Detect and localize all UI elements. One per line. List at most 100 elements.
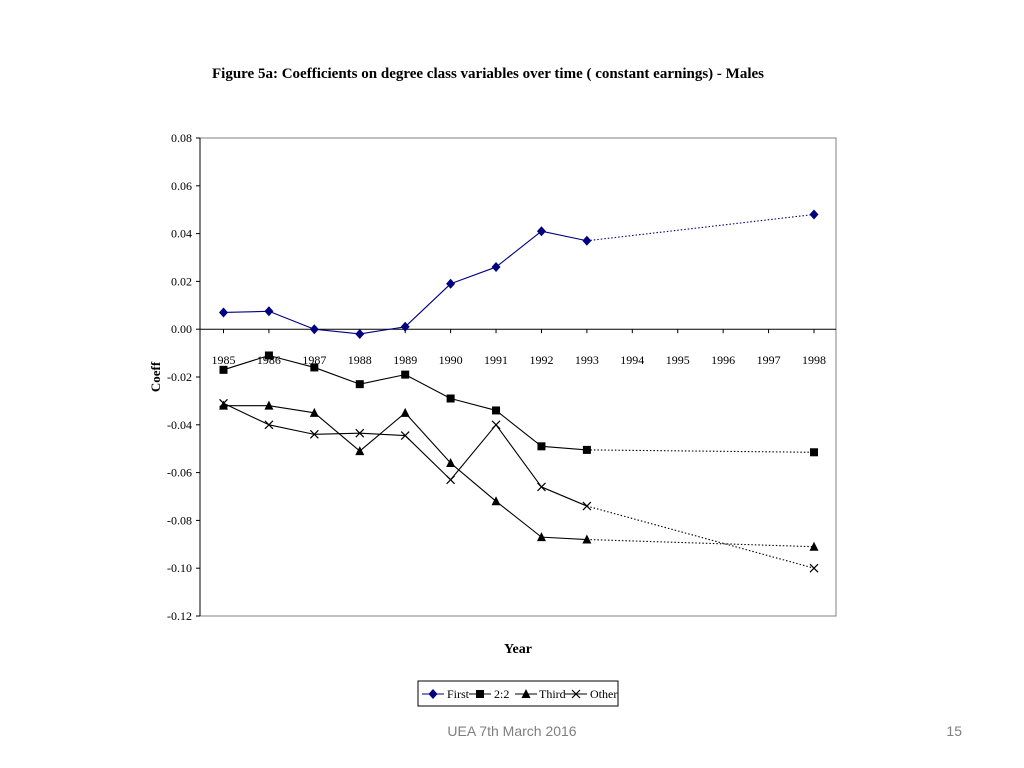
data-point-first [491, 262, 501, 273]
series-line-first [314, 328, 360, 335]
x-tick-label: 1996 [711, 353, 735, 367]
data-point-2-2 [310, 363, 319, 372]
data-point-2-2 [492, 406, 501, 415]
series-line-2-2 [404, 374, 451, 399]
slide-footer: UEA 7th March 2016 [447, 723, 577, 739]
series-line-2-2 [314, 366, 360, 385]
y-tick-label: 0.06 [171, 179, 192, 193]
x-tick-label: 1989 [393, 353, 417, 367]
chart-title: Figure 5a: Coefficients on degree class … [212, 66, 764, 82]
series-line-2-2 [223, 354, 270, 371]
data-point-third [491, 496, 501, 506]
data-point-third [536, 532, 546, 542]
series-line-first [359, 326, 406, 335]
legend: First 2:2 Third Other [417, 680, 619, 707]
data-point-third [309, 407, 319, 417]
data-point-other [537, 482, 546, 492]
series-line-2-2 [586, 449, 815, 453]
series-line-2-2 [495, 410, 542, 447]
series-line-first [495, 230, 542, 268]
series-line-first [541, 230, 587, 242]
y-axis-label: Coeff [148, 361, 163, 392]
data-point-first [355, 328, 365, 339]
legend-label-third: Third [539, 687, 566, 701]
data-point-third [355, 446, 365, 456]
series-line-first [268, 310, 315, 330]
data-point-other [400, 431, 410, 440]
series-line-2-2 [359, 374, 406, 385]
legend-marker-third [521, 689, 531, 698]
series-first [219, 209, 819, 339]
data-point-other [309, 429, 319, 439]
y-tick-label: 0.08 [171, 131, 192, 145]
x-tick-label: 1987 [302, 353, 326, 367]
y-tick-label: -0.12 [167, 609, 192, 623]
y-tick-label: 0.02 [171, 274, 192, 288]
series-line-third [586, 538, 815, 548]
data-point-third [219, 400, 228, 410]
x-tick-label: 1990 [439, 353, 463, 367]
series-line-third [541, 536, 587, 541]
data-point-first [582, 235, 592, 246]
data-point-first [536, 226, 546, 237]
data-point-2-2 [446, 394, 455, 403]
data-point-2-2 [264, 351, 273, 360]
x-tick-label: 1991 [484, 353, 508, 367]
series-line-other [359, 432, 406, 437]
data-point-first [264, 306, 274, 317]
x-tick-label: 1993 [575, 353, 599, 367]
data-point-2-2 [537, 442, 546, 451]
x-tick-label: 1997 [757, 353, 781, 367]
series-line-first [450, 266, 497, 285]
y-tick-label: -0.06 [167, 466, 192, 480]
series-line-other [450, 424, 497, 481]
series-line-third [495, 500, 542, 538]
x-axis-label: Year [504, 642, 532, 657]
y-tick-label: -0.02 [167, 370, 192, 384]
series-line-third [313, 412, 361, 452]
x-tick-label: 1985 [212, 353, 236, 367]
y-tick-label: -0.08 [167, 513, 192, 527]
data-point-third [446, 458, 456, 468]
series-line-other [404, 435, 451, 481]
x-tick-label: 1998 [802, 353, 826, 367]
data-point-other [219, 398, 228, 408]
x-tick-label: 1992 [529, 353, 553, 367]
series-line-2-2 [541, 445, 587, 451]
x-tick-label: 1994 [620, 353, 644, 367]
legend-marker-other [571, 689, 581, 699]
series-line-other [223, 402, 270, 426]
data-point-2-2 [219, 365, 228, 374]
series-line-2-2 [450, 397, 497, 411]
data-point-other [264, 420, 274, 430]
legend-label-2-2: 2:2 [494, 687, 509, 701]
legend-label-other: Other [590, 687, 617, 701]
series-line-first [223, 310, 269, 314]
series-line-first [404, 283, 451, 328]
series-line-2-2 [268, 354, 315, 368]
data-point-other [582, 501, 592, 511]
y-tick-label: -0.04 [167, 418, 192, 432]
y-tick-label: 0.04 [171, 227, 192, 241]
data-point-other [491, 420, 501, 430]
legend-label-first: First [447, 687, 470, 701]
series-line-third [450, 462, 497, 502]
legend-marker-first [428, 689, 438, 699]
plot-area [199, 137, 837, 617]
data-point-other [446, 475, 456, 485]
slide-page-number: 15 [946, 723, 962, 739]
data-point-first [809, 209, 819, 220]
series-line-other [541, 486, 588, 507]
data-point-2-2 [582, 445, 591, 454]
series-line-third [404, 412, 452, 464]
data-point-first [219, 307, 228, 318]
data-point-first [400, 321, 410, 332]
axes: 0.08 0.06 0.04 0.02 0.00 -0.02 -0.04 -0.06 -0.08… [167, 131, 836, 623]
data-point-2-2 [810, 448, 818, 457]
y-tick-label: 0.00 [171, 322, 192, 336]
data-point-other [355, 428, 365, 438]
series-line-other [268, 424, 315, 435]
series-2-2 [219, 351, 818, 457]
data-point-first [446, 278, 456, 289]
